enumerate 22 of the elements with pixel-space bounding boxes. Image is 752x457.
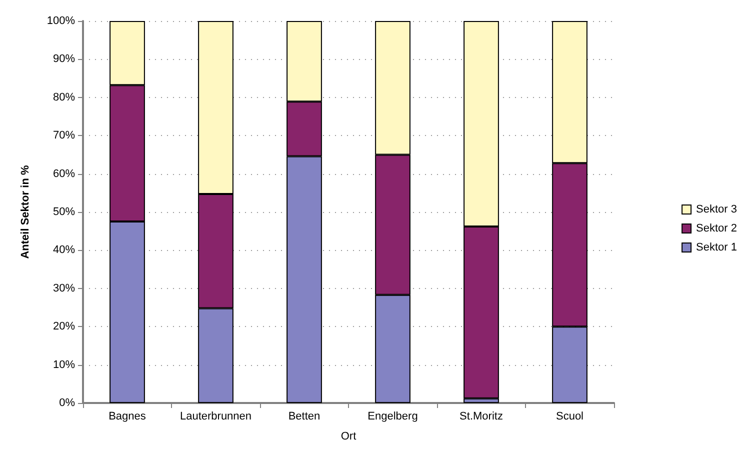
x-tick-label: Bagnes <box>108 410 146 422</box>
y-tick-label: 70% <box>52 130 76 142</box>
x-tick-label: Scuol <box>556 410 584 422</box>
y-tick-label: 60% <box>52 168 76 180</box>
x-tick-label: Betten <box>288 410 320 422</box>
y-tick-label: 90% <box>52 53 76 66</box>
y-tick-label: 50% <box>52 206 76 218</box>
y-tick-label: 40% <box>52 244 76 256</box>
y-tick-label: 30% <box>52 282 76 294</box>
x-tick-label: St.Moritz <box>460 410 503 422</box>
y-axis-title: Anteil Sektor in % <box>20 165 32 259</box>
y-tick-label: 80% <box>52 91 76 104</box>
legend-label: Sektor 1 <box>696 242 738 254</box>
legend-label: Sektor 3 <box>696 204 738 216</box>
legend-label: Sektor 2 <box>696 222 738 234</box>
x-axis-title: Ort <box>340 430 356 442</box>
y-tick-label: 20% <box>52 320 76 333</box>
y-tick-label: 0% <box>59 397 76 409</box>
y-tick-label: 10% <box>52 358 76 371</box>
x-tick-label: Lauterbrunnen <box>180 410 252 422</box>
y-tick-label: 100% <box>46 15 76 27</box>
x-tick-label: Engelberg <box>368 410 418 422</box>
